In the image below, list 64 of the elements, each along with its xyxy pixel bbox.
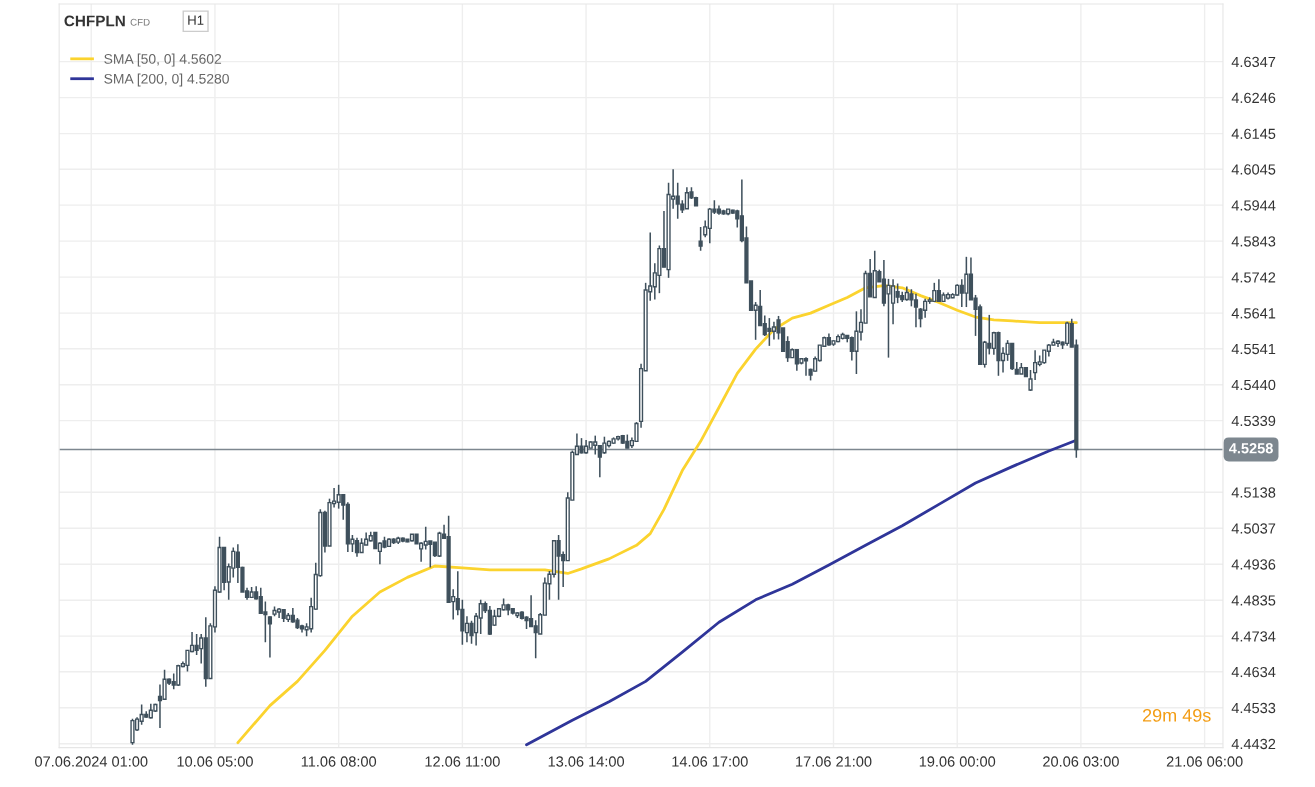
y-tick-label: 4.5944 — [1231, 200, 1276, 211]
y-tick-label: 4.4835 — [1231, 595, 1276, 606]
x-tick-label: 07.06.2024 01:00 — [35, 756, 148, 767]
candlestick — [336, 484, 341, 510]
candlestick — [258, 586, 263, 615]
candlestick — [267, 615, 273, 659]
x-tick-label: 19.06 00:00 — [919, 756, 996, 767]
x-tick-label: 20.06 03:00 — [1043, 756, 1119, 767]
x-tick-label: 12.06 11:00 — [425, 756, 500, 767]
y-tick-label: 4.5843 — [1231, 236, 1276, 247]
text: CHFPLN — [64, 15, 125, 27]
candlestick — [707, 207, 712, 245]
x-tick-label: 13.06 14:00 — [548, 756, 625, 767]
candlestick — [593, 434, 598, 456]
x-tick-label: 14.06 17:00 — [672, 756, 748, 767]
x-tick-label: 21.06 06:00 — [1166, 756, 1243, 767]
ref-line-label: 4.5258 — [1228, 443, 1273, 454]
candlestick — [428, 540, 433, 569]
x-tick-label: 11.06 08:00 — [301, 756, 377, 767]
y-tick-label: 4.4533 — [1231, 702, 1276, 714]
annotation: H1 — [188, 15, 204, 25]
candlestick — [231, 546, 236, 579]
legend-label: SMA [50, 0] 4.5602 — [104, 53, 222, 67]
candlestick — [803, 356, 809, 377]
y-tick-label: 4.4936 — [1231, 559, 1276, 570]
y-tick-label: 4.6145 — [1231, 128, 1276, 140]
x-tick-label: 10.06 05:00 — [177, 756, 253, 767]
y-tick-label: 4.5440 — [1231, 379, 1276, 391]
candlestick — [130, 718, 135, 746]
y-tick-label: 4.5339 — [1231, 415, 1276, 427]
candlestick — [890, 278, 896, 325]
y-tick-label: 4.5541 — [1231, 343, 1276, 355]
y-tick-label: 4.6045 — [1231, 164, 1276, 175]
candlestick — [854, 310, 859, 375]
candlestick — [263, 600, 268, 643]
candlestick — [767, 317, 772, 347]
candlestick — [354, 537, 360, 558]
y-tick-label: 4.4734 — [1231, 631, 1276, 642]
candlestick — [895, 282, 900, 304]
legend-label: SMA [200, 0] 4.5280 — [104, 73, 229, 87]
text: CFD — [130, 18, 150, 26]
candlestick — [185, 649, 190, 673]
candlestick — [423, 526, 428, 551]
candlestick — [886, 278, 891, 359]
y-tick-label: 4.6246 — [1231, 92, 1276, 104]
y-tick-label: 4.6347 — [1231, 56, 1276, 68]
y-tick-label: 4.4432 — [1231, 738, 1276, 750]
line-series — [236, 284, 1078, 745]
candlestick — [881, 259, 887, 308]
candlestick — [478, 599, 483, 635]
candlestick — [675, 181, 680, 220]
y-tick-label: 4.4634 — [1231, 666, 1276, 678]
y-tick-label: 4.5138 — [1231, 487, 1276, 498]
candlestick — [964, 256, 969, 308]
annotation: 29m 49s — [1142, 708, 1211, 722]
candlestick — [698, 226, 703, 252]
y-tick-label: 4.5742 — [1231, 272, 1276, 283]
candlestick — [959, 278, 964, 308]
y-tick-label: 4.5641 — [1231, 308, 1276, 319]
x-tick-label: 17.06 21:00 — [796, 756, 872, 767]
candlestick — [913, 293, 919, 329]
y-tick-label: 4.5037 — [1231, 523, 1276, 534]
candlestick — [556, 534, 561, 601]
candlestick — [157, 683, 163, 729]
